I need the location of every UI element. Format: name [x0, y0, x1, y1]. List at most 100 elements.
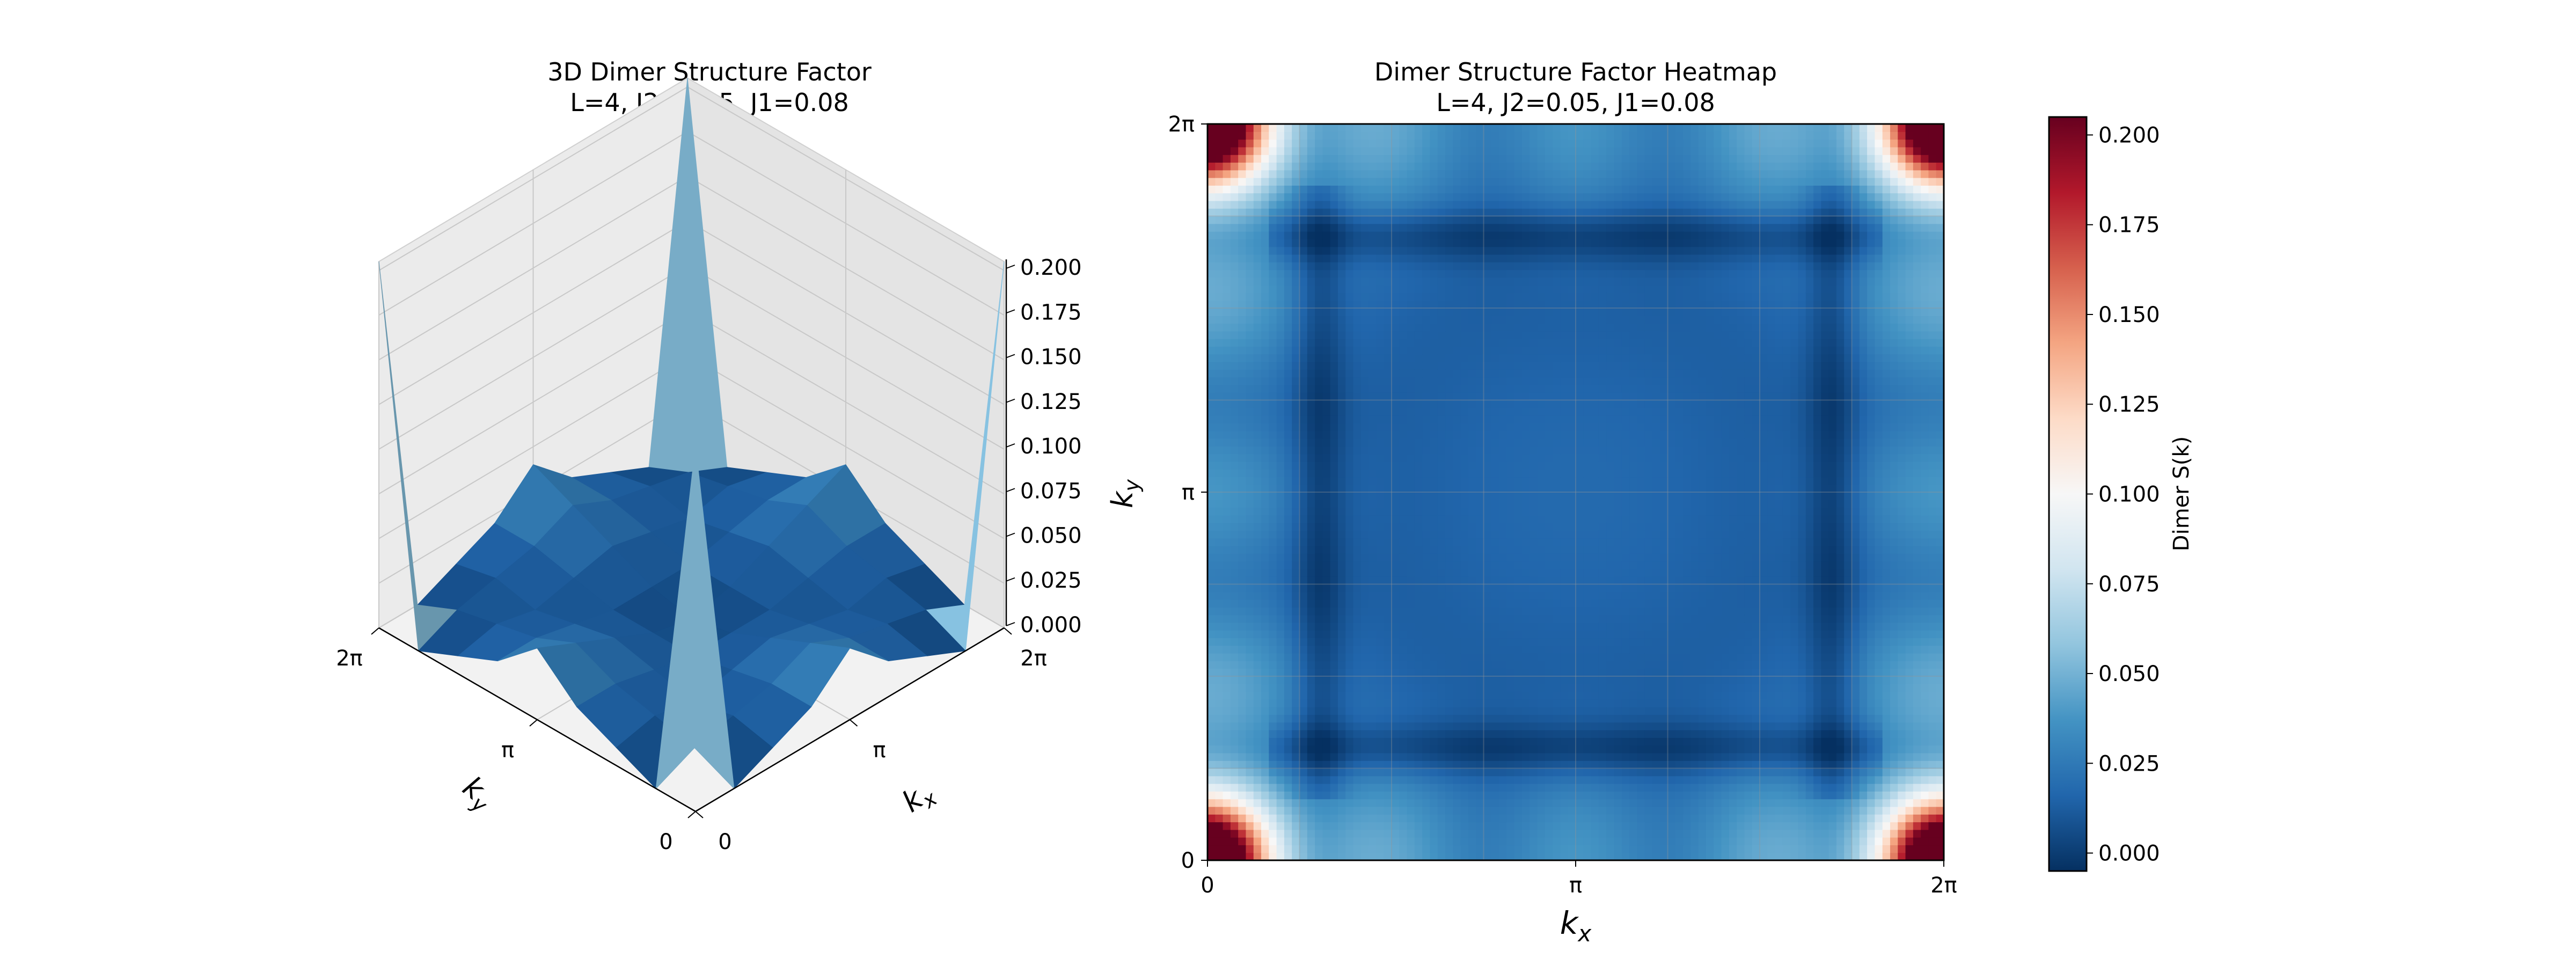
heatmap-cell [1553, 784, 1561, 792]
heatmap-cell [1583, 262, 1592, 270]
surface-x-axis-label: kx [896, 774, 941, 822]
heatmap-cell [1230, 829, 1239, 838]
heatmap-cell [1337, 461, 1346, 470]
heatmap-cell [1337, 684, 1346, 692]
heatmap-cell [1384, 775, 1392, 784]
heatmap-cell [1483, 170, 1492, 178]
heatmap-cell [1437, 730, 1446, 738]
heatmap-cell [1292, 806, 1300, 815]
heatmap-cell [1307, 845, 1315, 853]
heatmap-cell [1330, 806, 1338, 815]
heatmap-cell [1476, 339, 1484, 347]
heatmap-cell [1307, 500, 1315, 508]
heatmap-cell [1223, 775, 1231, 784]
heatmap-cell [1521, 461, 1530, 470]
heatmap-cell [1583, 339, 1592, 347]
heatmap-cell [1521, 546, 1530, 554]
heatmap-cell [1238, 223, 1247, 232]
heatmap-cell [1483, 362, 1492, 370]
heatmap-cell [1223, 630, 1231, 639]
heatmap-cell [1315, 200, 1323, 209]
heatmap-cell [1284, 507, 1292, 516]
heatmap-cell [1330, 614, 1338, 623]
heatmap-cell [1368, 561, 1377, 569]
heatmap-cell [1238, 200, 1247, 209]
heatmap-cell [1476, 500, 1484, 508]
heatmap-cell [1576, 354, 1584, 362]
heatmap-cell [1253, 630, 1262, 639]
heatmap-cell [1330, 262, 1338, 270]
heatmap-cell [1253, 269, 1262, 278]
heatmap-cell [1307, 768, 1315, 777]
heatmap-cell [1583, 722, 1592, 730]
heatmap-cell [1545, 645, 1553, 654]
heatmap-cell [1353, 722, 1362, 730]
heatmap-cell [1576, 407, 1584, 416]
heatmap-cell [1591, 446, 1599, 455]
heatmap-cell [1407, 354, 1415, 362]
heatmap-cell [1537, 622, 1546, 631]
heatmap-cell [1553, 384, 1561, 393]
heatmap-cell [1384, 323, 1392, 332]
heatmap-cell [1223, 453, 1231, 462]
heatmap-cell [1545, 292, 1553, 301]
heatmap-cell [1223, 292, 1231, 301]
heatmap-cell [1591, 546, 1599, 554]
heatmap-cell [1537, 561, 1546, 569]
heatmap-cell [1345, 339, 1354, 347]
heatmap-cell [1445, 446, 1453, 455]
heatmap-cell [1437, 515, 1446, 523]
heatmap-cell [1376, 507, 1385, 516]
heatmap-cell [1208, 653, 1216, 662]
heatmap-cell [1529, 614, 1538, 623]
heatmap-cell [1337, 791, 1346, 800]
heatmap-cell [1422, 806, 1431, 815]
heatmap-cell [1437, 622, 1446, 631]
heatmap-cell [1453, 285, 1461, 294]
heatmap-cell [1414, 277, 1423, 286]
heatmap-cell [1483, 668, 1492, 677]
heatmap-cell [1368, 147, 1377, 155]
heatmap-cell [1430, 561, 1438, 569]
heatmap-cell [1491, 316, 1499, 324]
heatmap-cell [1368, 400, 1377, 408]
heatmap-cell [1368, 576, 1377, 585]
heatmap-cell [1337, 530, 1346, 539]
heatmap-cell [1545, 377, 1553, 385]
heatmap-cell [1384, 653, 1392, 662]
heatmap-cell [1545, 277, 1553, 286]
heatmap-cell [1499, 591, 1507, 600]
heatmap-cell [1506, 277, 1515, 286]
heatmap-cell [1299, 354, 1308, 362]
heatmap-cell [1392, 178, 1400, 186]
heatmap-cell [1499, 316, 1507, 324]
heatmap-cell [1337, 407, 1346, 416]
heatmap-cell [1468, 492, 1476, 500]
heatmap-cell [1276, 484, 1285, 493]
heatmap-cell [1261, 599, 1269, 608]
heatmap-cell [1583, 699, 1592, 707]
heatmap-cell [1468, 568, 1476, 577]
heatmap-cell [1230, 384, 1239, 393]
heatmap-cell [1230, 453, 1239, 462]
heatmap-cell [1246, 822, 1254, 830]
heatmap-cell [1560, 699, 1569, 707]
heatmap-cell [1499, 446, 1507, 455]
heatmap-cell [1445, 500, 1453, 508]
heatmap-cell [1392, 599, 1400, 608]
heatmap-cell [1414, 561, 1423, 569]
heatmap-cell [1376, 814, 1385, 823]
heatmap-cell [1230, 599, 1239, 608]
heatmap-cell [1499, 223, 1507, 232]
heatmap-cell [1537, 845, 1546, 853]
heatmap-cell [1414, 814, 1423, 823]
heatmap-cell [1407, 277, 1415, 286]
heatmap-cell [1208, 430, 1216, 439]
heatmap-cell [1223, 262, 1231, 270]
heatmap-cell [1353, 369, 1362, 378]
heatmap-cell [1553, 714, 1561, 723]
heatmap-cell [1483, 791, 1492, 800]
heatmap-cell [1284, 661, 1292, 669]
heatmap-cell [1422, 584, 1431, 592]
heatmap-cell [1437, 845, 1446, 853]
